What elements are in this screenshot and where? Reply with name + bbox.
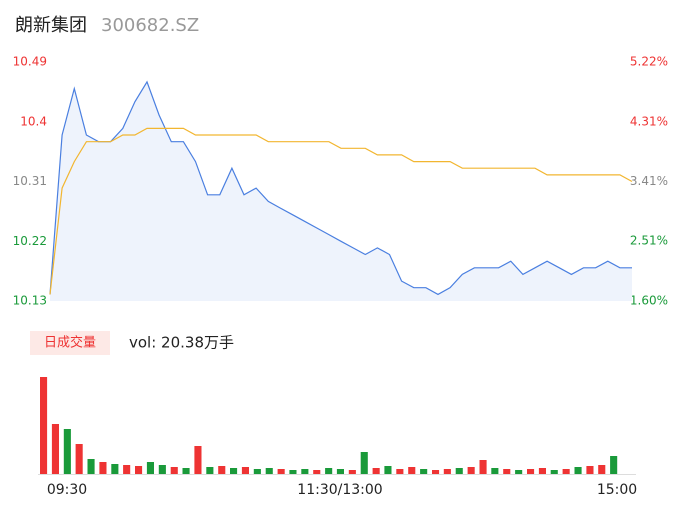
volume-bar [384,466,392,474]
y-tick-label: 10.22 [13,234,47,248]
volume-bar [610,456,618,474]
price-line [49,80,632,296]
volume-bar [598,465,606,474]
volume-bar [40,377,48,474]
volume-bar [396,469,404,474]
volume-bar [491,468,499,474]
y2-tick-label: 3.41% [630,174,668,188]
x-tick-label: 11:30/13:00 [297,482,382,498]
volume-bar [230,468,238,474]
volume-bar [538,468,546,474]
average-line [49,127,633,295]
volume-bar [515,470,523,474]
price-area [50,81,632,302]
volume-bar [348,470,356,474]
volume-bar [99,462,107,474]
volume-bar [87,459,95,474]
volume-bar [432,470,440,474]
volume-bar [265,468,273,474]
volume-bar [51,424,59,474]
volume-tab-bg [30,331,110,355]
y-tick-label: 10.4 [20,114,47,128]
volume-bar [479,460,487,474]
volume-bar [408,467,416,474]
volume-bar [562,469,570,474]
volume-bar [241,467,249,474]
y-tick-label: 10.13 [13,294,47,308]
volume-bar [158,465,166,474]
volume-bar [313,470,321,474]
volume-bar [455,468,463,474]
volume-tab[interactable]: 日成交量 [44,335,96,351]
volume-bar [301,469,309,474]
volume-bar [170,467,178,474]
stock-code: 300682.SZ [101,15,199,36]
volume-bar [123,465,131,474]
y2-tick-label: 4.31% [630,115,668,129]
volume-bar [550,470,558,474]
y2-tick-label: 1.60% [630,294,668,308]
volume-bar [146,462,154,474]
volume-bar [527,469,535,474]
volume-bar [503,469,511,474]
volume-bar [325,468,333,474]
y2-tick-label: 2.51% [630,233,668,247]
volume-bar [206,467,214,474]
volume-bar [443,469,451,474]
volume-bar [253,469,261,474]
volume-bar [360,452,368,474]
y-tick-label: 10.31 [13,174,47,188]
volume-bar [194,446,202,474]
volume-summary: vol: 20.38万手 [129,334,234,352]
volume-bar [218,466,226,474]
volume-bar [182,468,190,474]
volume-bar [586,466,594,474]
y2-tick-label: 5.22% [630,55,668,69]
volume-bar [277,469,285,474]
y-tick-label: 10.49 [13,55,47,69]
volume-bar [111,464,119,474]
volume-bar [336,469,344,474]
volume-bar [574,467,582,474]
volume-bar [467,467,475,474]
x-tick-label: 15:00 [597,482,637,498]
volume-bar [420,469,428,474]
volume-bar [289,470,297,474]
x-tick-label: 09:30 [47,482,87,498]
volume-bar [63,429,71,474]
stock-name: 朗新集团 [15,15,87,36]
volume-bar [75,444,83,474]
volume-bar [372,468,380,474]
volume-bar [135,466,143,474]
